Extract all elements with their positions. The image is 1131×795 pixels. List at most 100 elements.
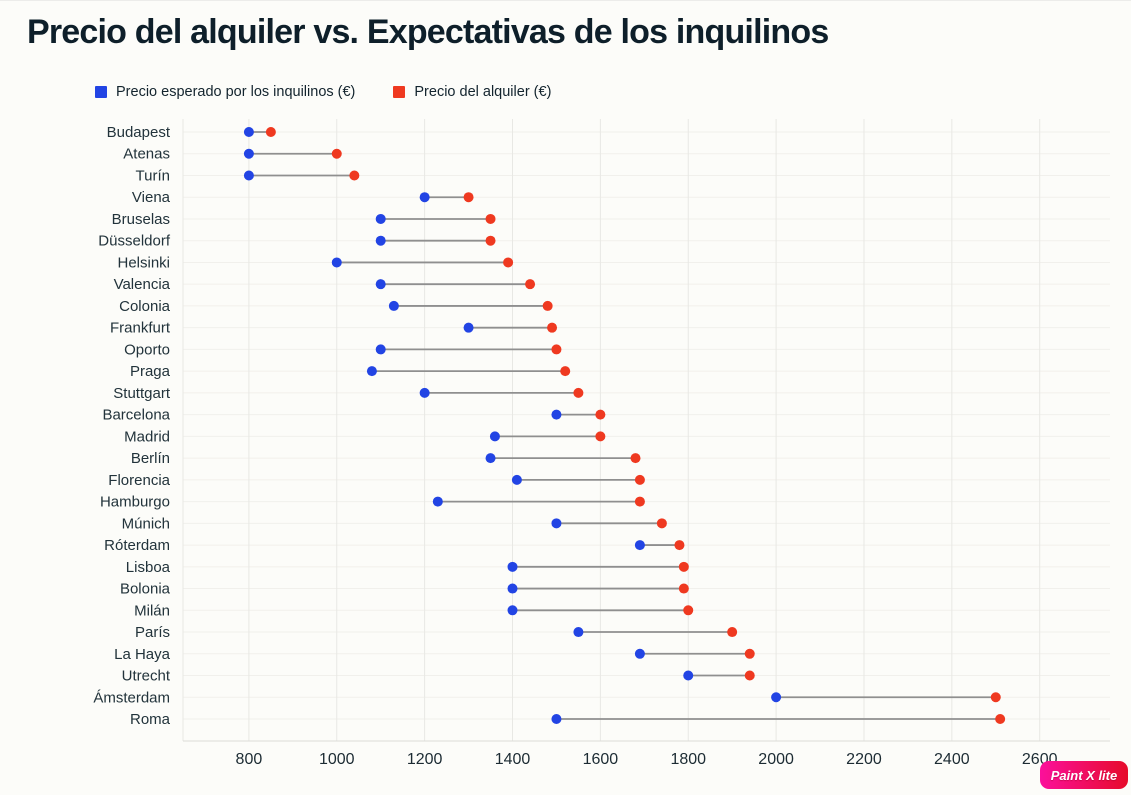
dot-expected	[375, 344, 386, 355]
dot-expected	[573, 627, 584, 638]
dot-expected	[634, 648, 645, 659]
y-axis-label: Budapest	[107, 124, 171, 141]
y-axis-label: Turín	[136, 167, 170, 184]
dot-rent	[630, 453, 641, 464]
x-axis-tick-label: 800	[236, 751, 263, 768]
dot-expected	[243, 127, 254, 137]
dot-expected	[634, 540, 645, 551]
dot-rent	[547, 322, 558, 333]
dot-rent	[331, 148, 342, 159]
y-axis-label: Atenas	[123, 146, 170, 163]
legend-item-expected: Precio esperado por los inquilinos (€)	[95, 84, 355, 100]
x-axis-tick-label: 1200	[407, 751, 443, 768]
dot-expected	[511, 474, 522, 485]
y-axis-label: Barcelona	[102, 407, 170, 424]
dot-rent	[525, 279, 536, 290]
y-axis-label: Ámsterdam	[93, 689, 170, 706]
chart-title: Precio del alquiler vs. Expectativas de …	[27, 13, 829, 51]
y-axis-label: Berlín	[131, 450, 170, 467]
dot-rent	[573, 387, 584, 398]
dot-rent	[727, 627, 738, 638]
dot-rent	[678, 561, 689, 572]
dot-expected	[419, 192, 430, 203]
dot-expected	[243, 170, 254, 181]
dot-rent	[560, 366, 571, 377]
dot-expected	[551, 714, 562, 724]
dot-rent	[463, 192, 474, 203]
x-axis-tick-label: 2000	[758, 751, 794, 768]
y-axis-label: Viena	[132, 189, 171, 206]
dot-expected	[507, 605, 518, 616]
dot-expected	[375, 213, 386, 224]
dot-rent	[551, 344, 562, 355]
y-axis-label: Frankfurt	[110, 320, 171, 337]
legend-swatch-rent-icon	[393, 86, 406, 98]
dot-expected	[243, 148, 254, 159]
y-axis-label: Milán	[134, 602, 170, 619]
dot-rent	[595, 431, 606, 442]
y-axis-label: Róterdam	[104, 537, 170, 554]
dot-rent	[674, 540, 685, 551]
y-axis-label: Lisboa	[126, 559, 171, 576]
y-axis-label: Madrid	[124, 428, 170, 445]
y-axis-label: Roma	[130, 711, 171, 728]
dot-rent	[503, 257, 514, 268]
y-axis-label: Oporto	[124, 341, 170, 358]
y-axis-label: La Haya	[114, 646, 171, 663]
x-axis-tick-label: 1600	[583, 751, 619, 768]
dot-rent	[634, 474, 645, 485]
dot-rent	[678, 583, 689, 594]
y-axis-label: Düsseldorf	[98, 233, 171, 250]
y-axis-label: Hamburgo	[100, 494, 170, 511]
dot-expected	[331, 257, 342, 268]
dot-rent	[349, 170, 360, 181]
watermark-paint-x-lite: Paint X lite	[1040, 761, 1128, 789]
y-axis-label: Helsinki	[117, 254, 170, 271]
dot-rent	[485, 235, 496, 246]
legend-label-expected: Precio esperado por los inquilinos (€)	[116, 84, 356, 100]
dot-rent	[995, 714, 1006, 724]
y-axis-label: Bolonia	[120, 581, 171, 598]
dot-rent	[683, 605, 694, 616]
legend-label-rent: Precio del alquiler (€)	[414, 84, 552, 100]
y-axis-label: Florencia	[108, 472, 170, 489]
dot-rent	[744, 670, 755, 681]
y-axis-label: Colonia	[119, 298, 171, 315]
dot-expected	[375, 235, 386, 246]
dot-expected	[432, 496, 443, 507]
y-axis-label: París	[135, 624, 170, 641]
dot-expected	[366, 366, 377, 377]
dot-expected	[683, 670, 694, 681]
x-axis-tick-label: 2400	[934, 751, 970, 768]
y-axis-label: Utrecht	[122, 668, 171, 685]
dot-expected	[551, 409, 562, 420]
dot-rent	[595, 409, 606, 420]
dot-expected	[489, 431, 500, 442]
dot-expected	[507, 561, 518, 572]
dot-expected	[388, 300, 399, 311]
dot-expected	[463, 322, 474, 333]
legend-swatch-expected-icon	[95, 86, 107, 98]
dot-expected	[419, 387, 430, 398]
y-axis-label: Bruselas	[112, 211, 170, 228]
dot-rent	[634, 496, 645, 507]
x-axis-tick-label: 2200	[846, 751, 882, 768]
dot-rent	[485, 213, 496, 224]
y-axis-label: Praga	[130, 363, 171, 380]
x-axis-tick-label: 1400	[495, 751, 531, 768]
dot-expected	[507, 583, 518, 594]
legend: Precio esperado por los inquilinos (€) P…	[95, 84, 551, 100]
x-axis-tick-label: 1800	[670, 751, 706, 768]
dot-rent	[265, 127, 276, 137]
dot-expected	[375, 279, 386, 290]
legend-item-rent: Precio del alquiler (€)	[393, 84, 551, 100]
dot-expected	[485, 453, 496, 464]
dot-expected	[551, 518, 562, 529]
dot-rent	[744, 648, 755, 659]
dot-rent	[990, 692, 1001, 703]
y-axis-label: Stuttgart	[113, 385, 171, 402]
dot-rent	[656, 518, 667, 529]
y-axis-label: Valencia	[114, 276, 171, 293]
